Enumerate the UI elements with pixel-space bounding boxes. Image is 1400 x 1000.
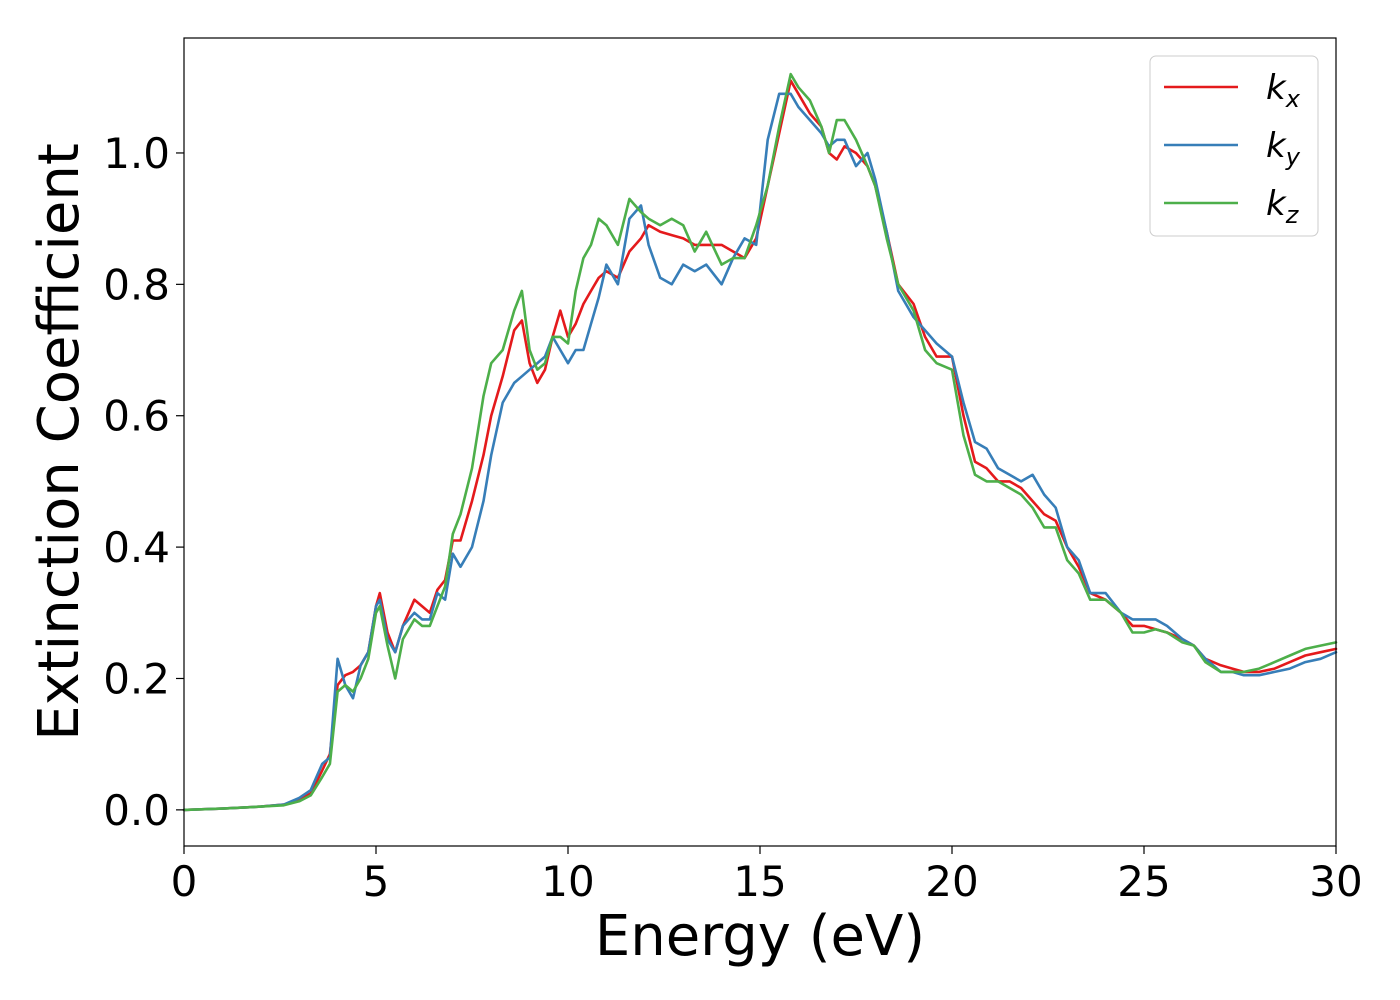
x-tick-label: 10 xyxy=(541,857,594,906)
x-axis-ticks: 0 5 10 15 20 25 30 xyxy=(171,846,1363,906)
y-tick-label: 1.0 xyxy=(103,129,170,178)
legend-label-ky: ky xyxy=(1266,126,1301,171)
legend-label-kx: kx xyxy=(1266,68,1301,113)
y-axis-ticks: 0.0 0.2 0.4 0.6 0.8 1.0 xyxy=(103,129,184,835)
x-tick-label: 0 xyxy=(171,857,198,906)
y-tick-label: 0.6 xyxy=(103,392,170,441)
x-tick-label: 5 xyxy=(363,857,390,906)
series-line-ky xyxy=(182,92,1338,812)
x-tick-label: 15 xyxy=(733,857,786,906)
x-tick-label: 30 xyxy=(1309,857,1362,906)
y-tick-label: 0.4 xyxy=(103,523,170,572)
series-layer xyxy=(182,72,1338,812)
y-axis-label: Extinction Coefficient xyxy=(27,143,92,741)
x-tick-label: 25 xyxy=(1117,857,1170,906)
x-tick-label: 20 xyxy=(925,857,978,906)
legend-label-kz: kz xyxy=(1266,184,1300,229)
y-tick-label: 0.0 xyxy=(103,786,170,835)
y-tick-label: 0.8 xyxy=(103,260,170,309)
series-line-kz xyxy=(182,72,1338,812)
plot-area xyxy=(184,38,1336,846)
y-tick-label: 0.2 xyxy=(103,654,170,703)
legend: kx ky kz xyxy=(1149,55,1319,237)
x-axis-label: Energy (eV) xyxy=(595,904,925,969)
